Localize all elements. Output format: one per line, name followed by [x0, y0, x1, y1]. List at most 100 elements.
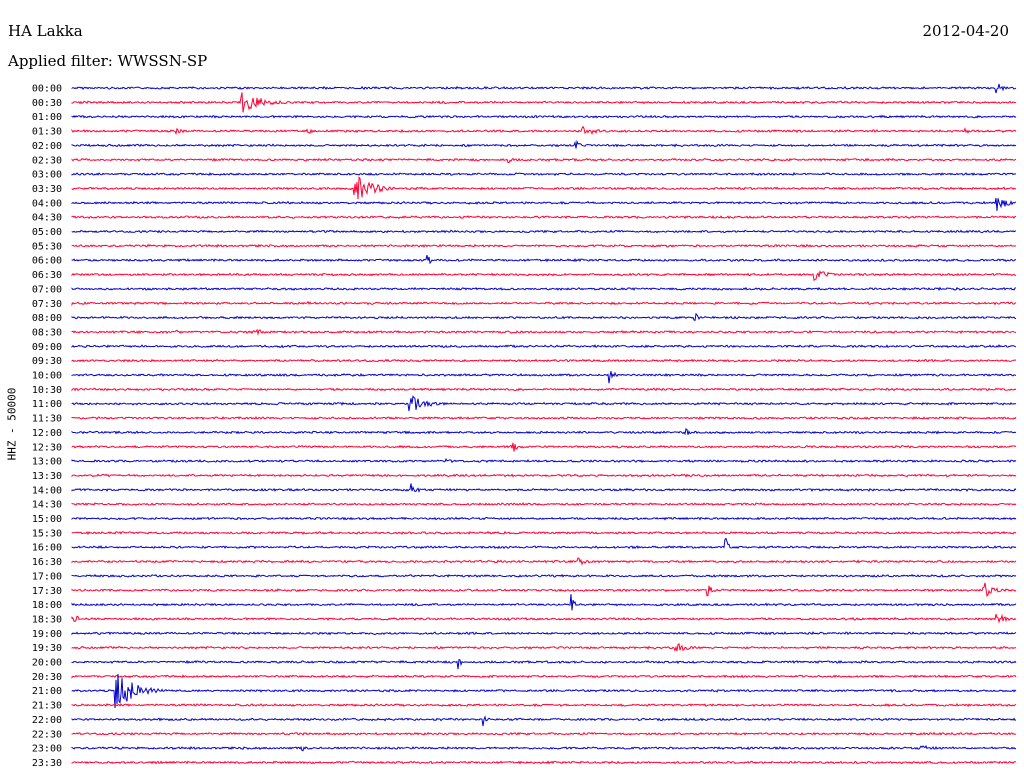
trace-line [71, 197, 1017, 211]
trace-line [71, 229, 1017, 234]
trace-line [71, 483, 1017, 493]
trace-line [71, 114, 1017, 119]
trace-line [71, 557, 1017, 566]
time-label: 21:00 [32, 686, 62, 697]
trace-line [71, 731, 1017, 736]
trace-line [71, 537, 1017, 550]
trace-line [71, 573, 1017, 578]
trace-line [71, 83, 1017, 94]
date-label: 2012-04-20 [922, 22, 1009, 40]
time-label: 04:30 [32, 213, 62, 224]
trace-line [71, 300, 1017, 307]
trace-line [71, 243, 1017, 248]
trace-line [71, 631, 1017, 636]
time-label: 20:00 [32, 658, 62, 669]
time-label: 07:00 [32, 284, 62, 295]
time-label: 05:30 [32, 241, 62, 252]
time-label: 18:30 [32, 614, 62, 625]
trace-line [71, 613, 1017, 624]
trace-line [71, 594, 1017, 611]
station-title: HA Lakka [8, 22, 83, 40]
trace-line [71, 715, 1017, 727]
trace-line [71, 215, 1017, 220]
time-label: 12:00 [32, 428, 62, 439]
trace-line [71, 582, 1017, 597]
trace-line [71, 387, 1017, 392]
time-label: 08:00 [32, 313, 62, 324]
time-label: 13:30 [32, 471, 62, 482]
trace-line [71, 502, 1017, 507]
time-label: 00:00 [32, 84, 62, 95]
time-label: 23:30 [32, 758, 62, 769]
time-label: 09:00 [32, 342, 62, 353]
time-label: 01:30 [32, 127, 62, 138]
trace-line [71, 358, 1017, 363]
trace-line [71, 171, 1017, 177]
time-label: 01:00 [32, 112, 62, 123]
time-label: 02:00 [32, 141, 62, 152]
time-label: 03:30 [32, 184, 62, 195]
time-label: 07:30 [32, 299, 62, 310]
time-label: 17:30 [32, 586, 62, 597]
trace-line [71, 415, 1017, 421]
trace-line [71, 673, 1017, 709]
time-label: 14:00 [32, 485, 62, 496]
time-label: 10:30 [32, 385, 62, 396]
trace-line [71, 270, 1017, 282]
time-label: 17:00 [32, 571, 62, 582]
trace-line [71, 442, 1017, 452]
time-label: 13:00 [32, 457, 62, 468]
trace-line [71, 473, 1017, 478]
time-label: 23:00 [32, 744, 62, 755]
time-label: 20:30 [32, 672, 62, 683]
trace-line [71, 312, 1017, 322]
trace-line [71, 745, 1017, 752]
trace-line [71, 428, 1017, 436]
time-label: 05:00 [32, 227, 62, 238]
trace-line [71, 702, 1017, 708]
time-label: 18:00 [32, 600, 62, 611]
time-label: 08:30 [32, 327, 62, 338]
trace-line [71, 254, 1017, 265]
time-label: 15:00 [32, 514, 62, 525]
trace-line [71, 395, 1017, 412]
time-label: 11:30 [32, 414, 62, 425]
time-label: 12:30 [32, 442, 62, 453]
trace-line [71, 659, 1017, 670]
time-label: 22:30 [32, 729, 62, 740]
time-label: 09:30 [32, 356, 62, 367]
trace-line [71, 139, 1017, 149]
time-label: 00:30 [32, 98, 62, 109]
trace-line [71, 371, 1017, 384]
trace-line [71, 760, 1017, 765]
time-label: 19:00 [32, 629, 62, 640]
traces [71, 83, 1017, 765]
trace-line [71, 674, 1017, 679]
trace-line [71, 642, 1017, 653]
time-label: 10:00 [32, 371, 62, 382]
filter-label: Applied filter: WWSSN-SP [8, 52, 208, 70]
time-label: 14:30 [32, 500, 62, 511]
time-labels: 00:00 00:30 01:00 01:30 02:00 02:30 03:00 03:30… [32, 84, 62, 769]
time-label: 22:00 [32, 715, 62, 726]
trace-line [71, 530, 1017, 536]
trace-line [71, 176, 1017, 200]
trace-line [71, 92, 1017, 113]
time-label: 06:30 [32, 270, 62, 281]
time-label: 19:30 [32, 643, 62, 654]
time-label: 02:30 [32, 155, 62, 166]
trace-line [71, 328, 1017, 336]
trace-line [71, 125, 1017, 136]
trace-line [71, 516, 1017, 521]
time-label: 16:00 [32, 543, 62, 554]
time-label: 16:30 [32, 557, 62, 568]
time-label: 15:30 [32, 528, 62, 539]
trace-line [71, 344, 1017, 349]
time-label: 06:00 [32, 256, 62, 267]
trace-line [71, 157, 1017, 164]
trace-line [71, 457, 1017, 464]
time-label: 03:00 [32, 170, 62, 181]
time-label: 04:00 [32, 198, 62, 209]
time-label: 11:00 [32, 399, 62, 410]
